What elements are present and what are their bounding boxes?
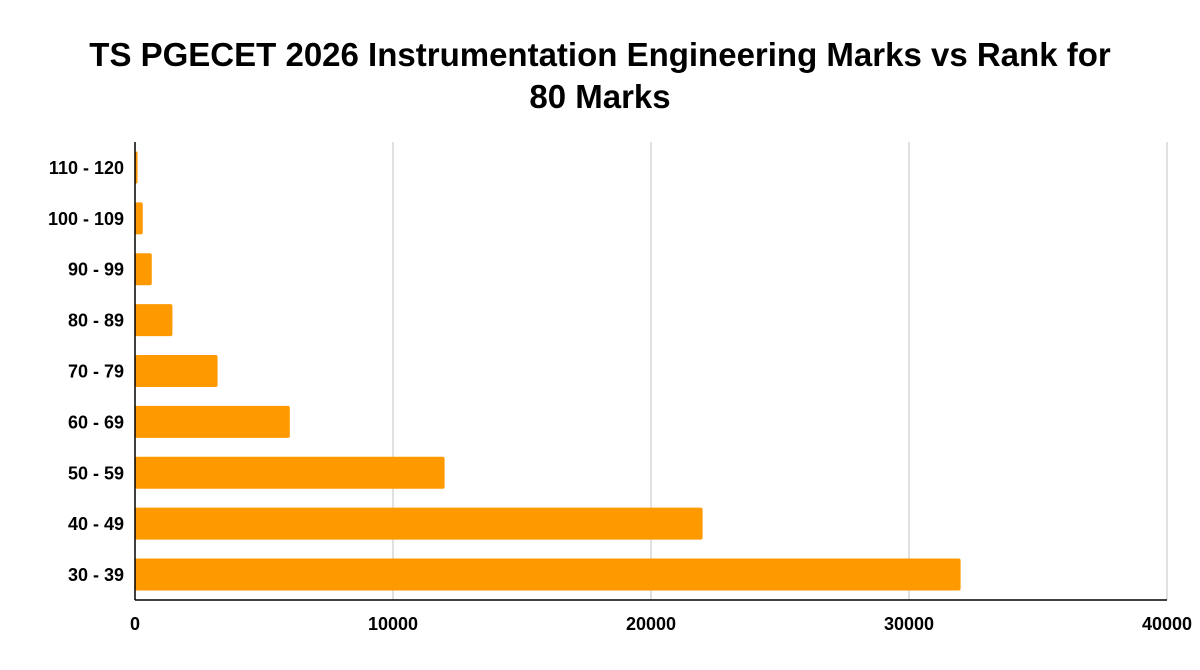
y-tick-label-70-79: 70 - 79 [68, 362, 124, 382]
x-tick-label-10000: 10000 [368, 614, 418, 634]
x-tick-label-20000: 20000 [626, 614, 676, 634]
bar-80-89 [135, 304, 173, 337]
chart-title: TS PGECET 2026 Instrumentation Engineeri… [0, 34, 1200, 118]
y-tick-label-110-120: 110 - 120 [49, 158, 124, 178]
y-tick-label-100-109: 100 - 109 [48, 209, 124, 229]
bar-70-79 [135, 355, 218, 387]
bars [135, 151, 961, 591]
x-tick-label-0: 0 [130, 614, 140, 634]
y-tick-label-90-99: 90 - 99 [68, 260, 124, 280]
y-tick-labels: 30 - 39 40 - 49 50 - 59 60 - 69 70 - 79 80 - … [48, 158, 124, 585]
chart-title-line-1: TS PGECET 2026 Instrumentation Engineeri… [89, 36, 1111, 73]
y-tick-label-60-69: 60 - 69 [68, 412, 124, 432]
y-tick-label-30-39: 30 - 39 [68, 565, 124, 585]
y-tick-label-50-59: 50 - 59 [68, 463, 124, 483]
x-tick-labels: 0 10000 20000 30000 40000 [130, 614, 1192, 634]
bar-100-109 [135, 202, 143, 235]
x-tick-label-30000: 30000 [884, 614, 934, 634]
bar-30-39 [135, 558, 961, 591]
x-tick-label-40000: 40000 [1142, 614, 1192, 634]
bar-90-99 [135, 253, 152, 286]
y-tick-label-80-89: 80 - 89 [68, 311, 124, 331]
bar-40-49 [135, 507, 703, 540]
chart-title-line-2: 80 Marks [529, 78, 671, 115]
bar-50-59 [135, 456, 445, 489]
bar-60-69 [135, 405, 290, 438]
axes [134, 142, 1167, 601]
y-tick-label-40-49: 40 - 49 [68, 514, 124, 534]
